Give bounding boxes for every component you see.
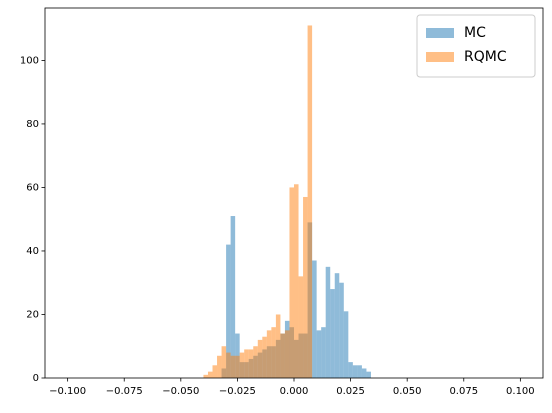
bar [352, 365, 358, 378]
bar [284, 330, 290, 378]
bar [316, 330, 322, 378]
y-tick-label: 60 [26, 182, 39, 193]
bar [289, 187, 294, 378]
y-tick-label: 40 [26, 246, 39, 257]
bar [230, 355, 236, 378]
bar [321, 327, 326, 378]
bar [361, 368, 367, 378]
bar [203, 374, 208, 378]
bar [257, 339, 263, 378]
x-tick-label: 0.025 [336, 386, 365, 397]
bar [275, 314, 281, 378]
y-tick-label: 100 [20, 55, 39, 66]
x-tick-label: 0.000 [280, 386, 309, 397]
bar [226, 244, 231, 378]
bar [339, 282, 344, 378]
bar [221, 346, 227, 378]
x-tick-label: −0.100 [49, 386, 86, 397]
bar [239, 352, 245, 378]
x-tick-label: 0.075 [449, 386, 478, 397]
y-tick-label: 80 [26, 119, 39, 130]
legend-swatch [426, 28, 454, 38]
bar [334, 273, 340, 378]
bar [266, 330, 272, 378]
bar [271, 327, 276, 378]
bar [298, 276, 304, 378]
legend-label: RQMC [464, 49, 507, 65]
bar [230, 216, 236, 378]
x-tick-label: −0.025 [219, 386, 256, 397]
y-tick-label: 0 [33, 373, 39, 384]
bar [330, 289, 335, 378]
bar [253, 346, 258, 378]
bar [348, 362, 353, 378]
x-tick-label: 0.100 [506, 386, 535, 397]
bar [248, 349, 254, 378]
bar [244, 349, 249, 378]
bar [307, 25, 313, 379]
bar [294, 184, 299, 378]
bar [343, 311, 349, 378]
x-tick-label: 0.050 [393, 386, 422, 397]
bar [212, 365, 218, 378]
bar [325, 266, 331, 378]
legend: MC RQMC [416, 14, 536, 78]
y-tick-label: 20 [26, 309, 39, 320]
bar [207, 371, 213, 378]
bar [303, 196, 308, 378]
bar [226, 352, 231, 378]
bar [217, 355, 222, 378]
bar [280, 333, 285, 378]
bar [366, 371, 371, 378]
x-tick-label: −0.075 [106, 386, 143, 397]
bar [312, 260, 317, 378]
bar [357, 365, 362, 378]
x-tick-label: −0.050 [162, 386, 199, 397]
bar [262, 336, 267, 378]
bar [235, 355, 240, 378]
legend-swatch [426, 52, 454, 62]
legend-label: MC [464, 25, 486, 41]
